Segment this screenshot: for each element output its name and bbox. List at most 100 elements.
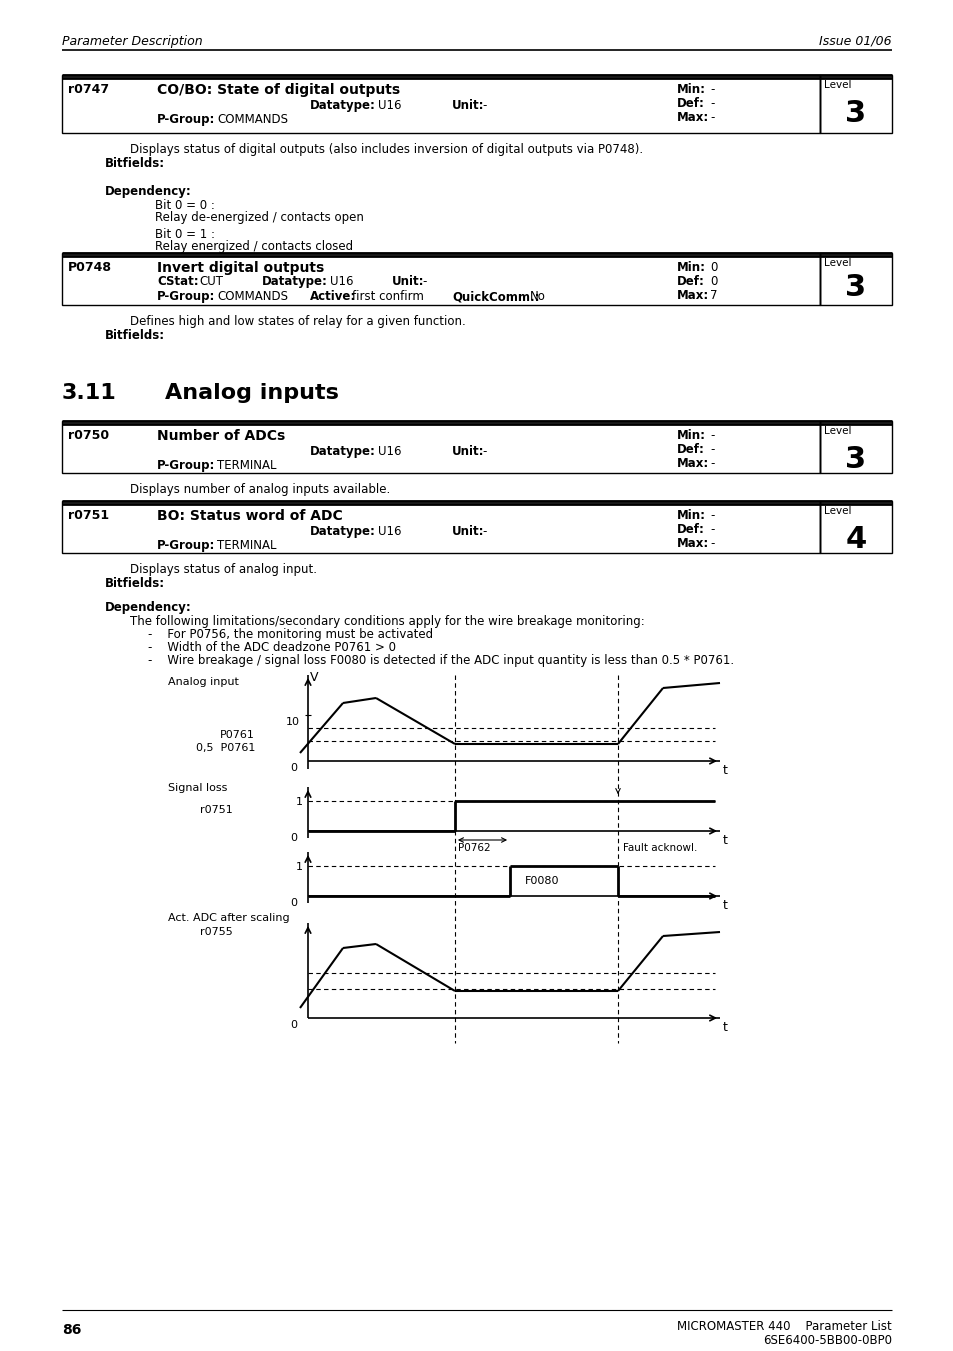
Text: Issue 01/06: Issue 01/06: [819, 35, 891, 49]
Text: r0750: r0750: [68, 430, 109, 442]
Text: Unit:: Unit:: [452, 526, 484, 538]
Text: 7: 7: [709, 289, 717, 303]
Text: F0080: F0080: [524, 875, 558, 886]
Text: 3: 3: [844, 444, 865, 473]
Text: Level: Level: [823, 80, 851, 91]
Text: Level: Level: [823, 258, 851, 267]
Text: 3: 3: [844, 273, 865, 303]
Text: t: t: [722, 765, 727, 777]
Text: Displays number of analog inputs available.: Displays number of analog inputs availab…: [130, 484, 390, 496]
Text: Fault acknowl.: Fault acknowl.: [622, 843, 697, 852]
Text: Datatype:: Datatype:: [262, 276, 328, 288]
Bar: [62, 253, 820, 305]
Text: Bit 0 = 0 :: Bit 0 = 0 :: [154, 199, 214, 212]
Bar: [62, 501, 820, 553]
Text: -: -: [709, 430, 714, 442]
Text: P-Group:: P-Group:: [157, 459, 215, 471]
Text: -    For P0756, the monitoring must be activated: - For P0756, the monitoring must be acti…: [148, 628, 433, 640]
Text: Unit:: Unit:: [452, 444, 484, 458]
Text: 0: 0: [290, 1020, 296, 1029]
Text: Min:: Min:: [677, 430, 705, 442]
Text: Max:: Max:: [677, 111, 708, 124]
Text: t: t: [722, 898, 727, 912]
Text: Max:: Max:: [677, 289, 708, 303]
Bar: [820, 501, 891, 553]
Text: Def:: Def:: [677, 443, 704, 457]
Bar: [62, 76, 820, 132]
Text: P-Group:: P-Group:: [157, 113, 215, 126]
Bar: [820, 76, 891, 132]
Text: Min:: Min:: [677, 261, 705, 274]
Text: Bitfields:: Bitfields:: [105, 330, 165, 342]
Text: Bitfields:: Bitfields:: [105, 577, 165, 590]
Text: 0: 0: [290, 763, 296, 773]
Text: r0751: r0751: [68, 509, 109, 521]
Text: BO: Status word of ADC: BO: Status word of ADC: [157, 509, 342, 523]
Text: Parameter Description: Parameter Description: [62, 35, 202, 49]
Text: 3.11: 3.11: [62, 382, 116, 403]
Text: Dependency:: Dependency:: [105, 185, 192, 199]
Text: Level: Level: [823, 507, 851, 516]
Text: MICROMASTER 440    Parameter List: MICROMASTER 440 Parameter List: [677, 1320, 891, 1333]
Text: CO/BO: State of digital outputs: CO/BO: State of digital outputs: [157, 82, 399, 97]
Text: U16: U16: [377, 99, 401, 112]
Text: 0: 0: [290, 834, 296, 843]
Text: TERMINAL: TERMINAL: [216, 539, 276, 553]
Text: 6SE6400-5BB00-0BP0: 6SE6400-5BB00-0BP0: [762, 1333, 891, 1347]
Text: -: -: [709, 111, 714, 124]
Text: 0: 0: [290, 898, 296, 908]
Text: Relay de-energized / contacts open: Relay de-energized / contacts open: [154, 211, 363, 224]
Text: 4: 4: [844, 524, 865, 554]
Text: CStat:: CStat:: [157, 276, 198, 288]
Text: Signal loss: Signal loss: [168, 784, 227, 793]
Text: Analog input: Analog input: [168, 677, 238, 688]
Text: -: -: [481, 99, 486, 112]
Text: r0751: r0751: [200, 805, 233, 815]
Text: Max:: Max:: [677, 536, 708, 550]
Text: Bitfields:: Bitfields:: [105, 157, 165, 170]
Text: 1: 1: [295, 797, 303, 807]
Text: Level: Level: [823, 426, 851, 436]
Text: U16: U16: [330, 276, 354, 288]
Text: -: -: [709, 443, 714, 457]
Text: V: V: [310, 671, 318, 684]
Text: QuickComm.:: QuickComm.:: [452, 290, 539, 303]
Text: Relay energized / contacts closed: Relay energized / contacts closed: [154, 240, 353, 253]
Text: 1: 1: [295, 862, 303, 871]
Text: Min:: Min:: [677, 509, 705, 521]
Text: -    Wire breakage / signal loss F0080 is detected if the ADC input quantity is : - Wire breakage / signal loss F0080 is d…: [148, 654, 734, 667]
Text: -    Width of the ADC deadzone P0761 > 0: - Width of the ADC deadzone P0761 > 0: [148, 640, 395, 654]
Text: -: -: [421, 276, 426, 288]
Bar: [62, 422, 820, 473]
Text: Datatype:: Datatype:: [310, 526, 375, 538]
Text: -: -: [709, 82, 714, 96]
Text: Max:: Max:: [677, 457, 708, 470]
Text: P-Group:: P-Group:: [157, 539, 215, 553]
Text: t: t: [722, 1021, 727, 1034]
Text: P0761: P0761: [220, 730, 254, 740]
Text: No: No: [530, 290, 545, 303]
Text: U16: U16: [377, 526, 401, 538]
Text: -: -: [709, 536, 714, 550]
Text: r0747: r0747: [68, 82, 109, 96]
Text: Unit:: Unit:: [452, 99, 484, 112]
Text: 0,5  P0761: 0,5 P0761: [195, 743, 255, 753]
Text: 86: 86: [62, 1323, 81, 1337]
Bar: [820, 253, 891, 305]
Text: 3: 3: [844, 99, 865, 127]
Text: Datatype:: Datatype:: [310, 99, 375, 112]
Text: Act. ADC after scaling: Act. ADC after scaling: [168, 913, 290, 923]
Bar: [820, 422, 891, 473]
Text: P0748: P0748: [68, 261, 112, 274]
Text: -: -: [481, 526, 486, 538]
Text: -: -: [709, 97, 714, 109]
Text: r0755: r0755: [200, 927, 233, 938]
Text: Def:: Def:: [677, 97, 704, 109]
Text: Unit:: Unit:: [392, 276, 424, 288]
Text: TERMINAL: TERMINAL: [216, 459, 276, 471]
Text: Active:: Active:: [310, 290, 355, 303]
Text: Min:: Min:: [677, 82, 705, 96]
Text: first confirm: first confirm: [352, 290, 423, 303]
Text: Datatype:: Datatype:: [310, 444, 375, 458]
Text: Number of ADCs: Number of ADCs: [157, 430, 285, 443]
